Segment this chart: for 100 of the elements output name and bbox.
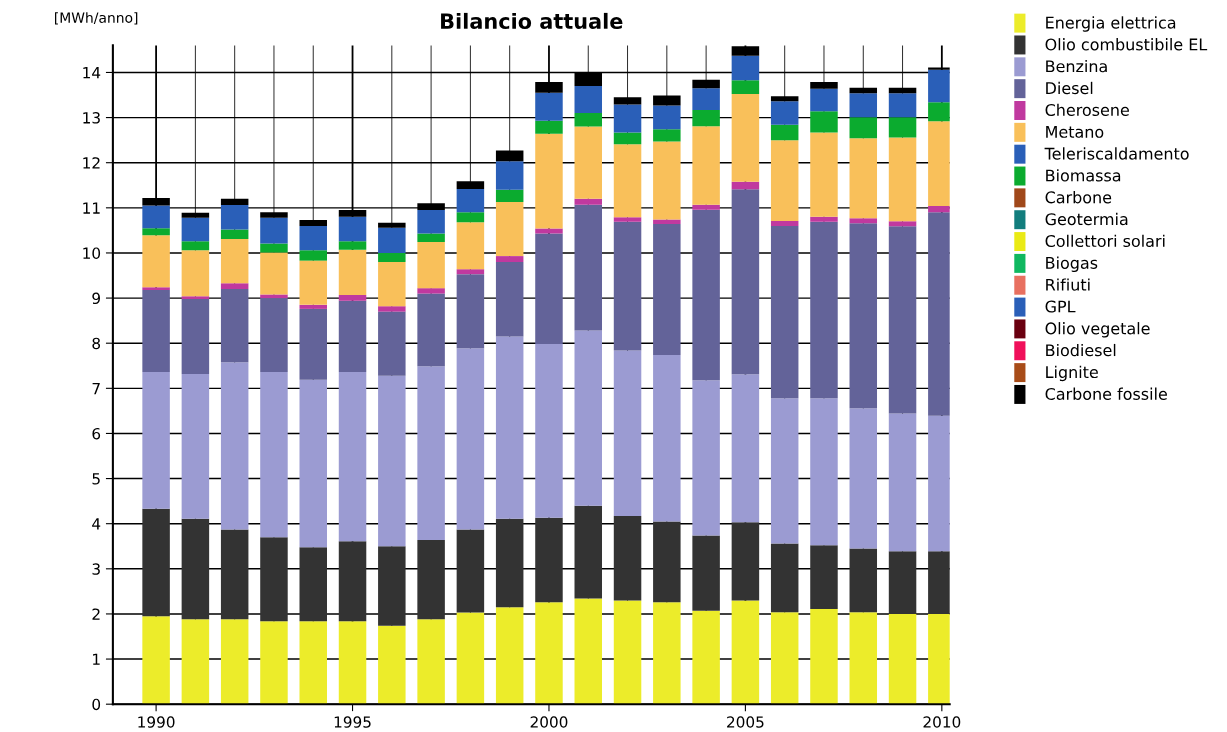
bar [181,619,210,705]
bar [731,55,760,81]
bar [456,269,485,275]
bar [378,311,406,376]
legend-label: Geotermia [1045,212,1128,226]
bar [653,602,681,705]
bar [849,612,878,705]
bar [849,548,878,613]
bar [338,294,367,301]
bar [535,120,563,134]
x-tick-label: 1995 [334,716,371,728]
bar [378,227,406,253]
bar [770,101,799,125]
bar [220,229,249,239]
bar [338,249,367,295]
legend-label: Biogas [1046,256,1098,272]
bar [220,362,249,530]
x-tick-label: 1990 [138,716,175,728]
bar [770,220,799,226]
bar [731,181,760,190]
bar [378,625,406,705]
bar [574,126,603,199]
bar [456,274,485,349]
bar [417,539,445,620]
y-tick-label: 6 [92,427,101,440]
bar [495,336,524,519]
bar [613,144,642,218]
bar [731,522,760,601]
bar [770,140,799,221]
bar [810,608,838,705]
bar [613,516,642,601]
bar [574,598,603,705]
legend-label: Teleriscaldamento [1044,147,1189,160]
legend-label: Collettori solari [1045,234,1165,248]
bar [849,223,878,409]
bar [731,94,760,182]
bar [181,250,210,297]
legend-label: Olio combustibile EL [1045,38,1208,51]
bar [653,354,681,522]
bar [495,261,524,337]
bar [810,88,838,112]
bar [731,46,760,56]
bar [456,529,485,613]
legend-label: Cherosene [1045,103,1129,117]
bar [888,226,917,414]
bar [653,224,681,355]
legend-label: GPL [1045,300,1076,313]
bar [338,621,367,705]
chart-title: Bilancio attuale [441,12,623,30]
bar [495,607,524,705]
y-tick-label: 5 [92,473,100,485]
bar [535,133,563,229]
x-tick-label: 2000 [530,716,568,728]
bar [456,188,485,213]
bar [142,508,170,617]
bar [378,375,406,547]
bar [378,546,406,626]
legend-label: Biomassa [1046,169,1121,182]
legend-label: Biodiesel [1046,343,1116,357]
y-axis-title: [MWh/anno] [55,12,138,25]
bar [181,296,210,299]
bar [692,126,720,205]
bar [378,306,406,312]
bar [220,289,249,363]
y-tick-label: 13 [83,112,100,124]
bar [692,204,720,210]
bar [535,602,563,705]
bar [181,298,210,374]
bar [731,600,760,705]
bar [456,222,485,270]
bar [888,613,917,705]
bar [888,413,917,552]
bar [417,233,445,243]
bar [142,372,170,509]
legend-label: Lignite [1046,365,1098,382]
bar [888,221,917,227]
bar [770,225,799,399]
bar [220,238,249,284]
bar [495,201,524,257]
bar [849,117,878,139]
bar [338,541,367,622]
bar [299,304,327,309]
bar [849,138,878,219]
bar [770,543,799,613]
bar [220,205,249,230]
bar [770,612,799,705]
bar [613,350,642,517]
bar [692,209,720,381]
bar [692,109,720,127]
bar [456,212,485,223]
bar [574,505,603,599]
bar [299,621,327,705]
bar [535,517,563,603]
y-tick-label: 11 [83,202,100,214]
bar [574,113,603,127]
bar [810,111,838,133]
bar [417,242,445,289]
bar [888,551,917,614]
bar [888,117,917,138]
bar [613,600,642,705]
